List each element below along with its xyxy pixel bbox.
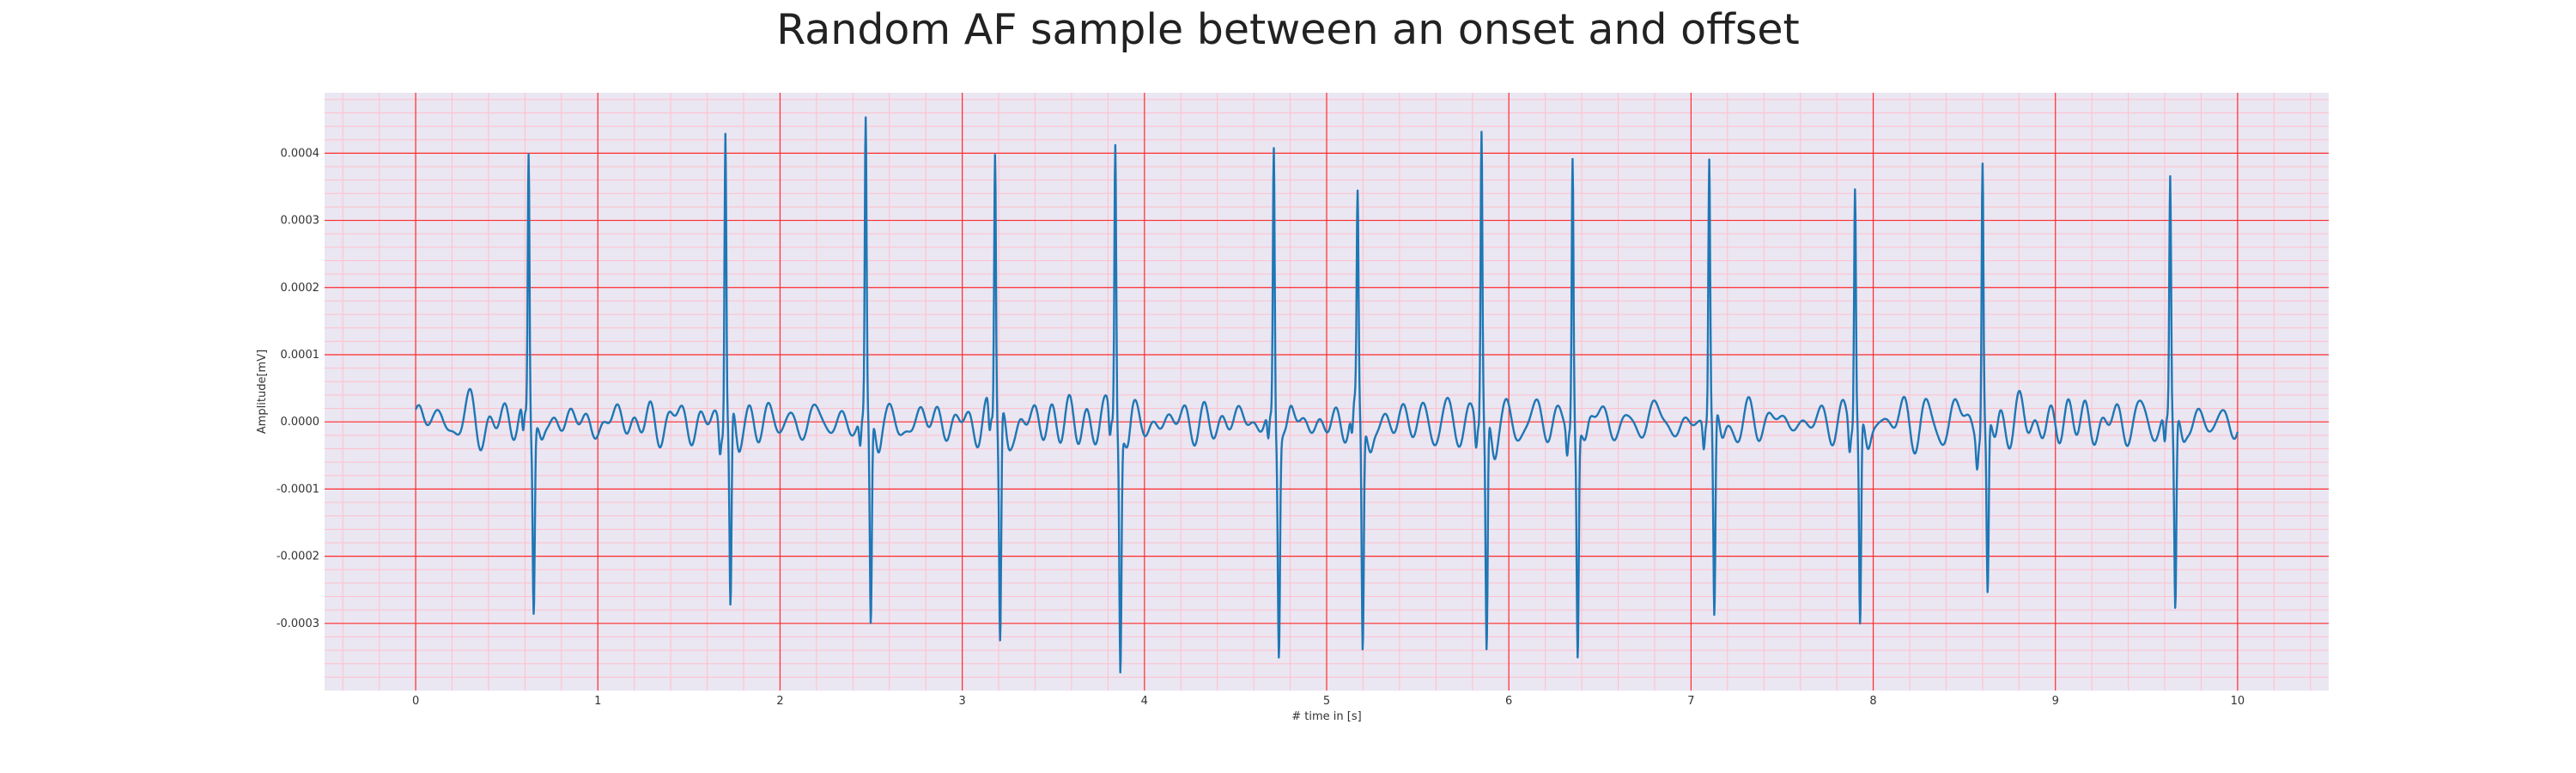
chart-title: Random AF sample between an onset and of… xyxy=(776,5,1800,54)
y-tick-label: 0.0002 xyxy=(281,282,320,295)
x-tick-label: 6 xyxy=(1505,695,1512,708)
x-tick-labels: 0 1 2 3 4 5 6 7 8 9 10 xyxy=(412,695,2245,708)
x-tick-label: 1 xyxy=(594,695,601,708)
y-tick-label: 0.0003 xyxy=(281,215,320,228)
x-tick-label: 8 xyxy=(1869,695,1876,708)
y-axis-label: Amplitude[mV] xyxy=(256,350,269,434)
x-tick-label: 5 xyxy=(1323,695,1330,708)
y-tick-label: -0.0003 xyxy=(276,618,319,630)
ecg-series-line xyxy=(414,116,2239,674)
y-tick-label: 0.0000 xyxy=(281,416,320,429)
major-grid xyxy=(325,93,2329,691)
x-tick-label: 0 xyxy=(412,695,419,708)
y-tick-label: -0.0002 xyxy=(276,551,319,563)
x-tick-label: 9 xyxy=(2052,695,2059,708)
y-tick-labels: -0.0003 -0.0002 -0.0001 0.0000 0.0001 0.0002 0… xyxy=(276,147,319,630)
x-tick-label: 7 xyxy=(1687,695,1694,708)
x-tick-label: 3 xyxy=(958,695,965,708)
y-tick-label: -0.0001 xyxy=(276,483,319,496)
x-tick-label: 10 xyxy=(2231,695,2245,708)
x-tick-label: 2 xyxy=(776,695,783,708)
x-tick-label: 4 xyxy=(1141,695,1148,708)
y-tick-label: 0.0001 xyxy=(281,349,320,362)
x-axis-label: # time in [s] xyxy=(1291,710,1361,723)
y-tick-label: 0.0004 xyxy=(281,147,320,160)
